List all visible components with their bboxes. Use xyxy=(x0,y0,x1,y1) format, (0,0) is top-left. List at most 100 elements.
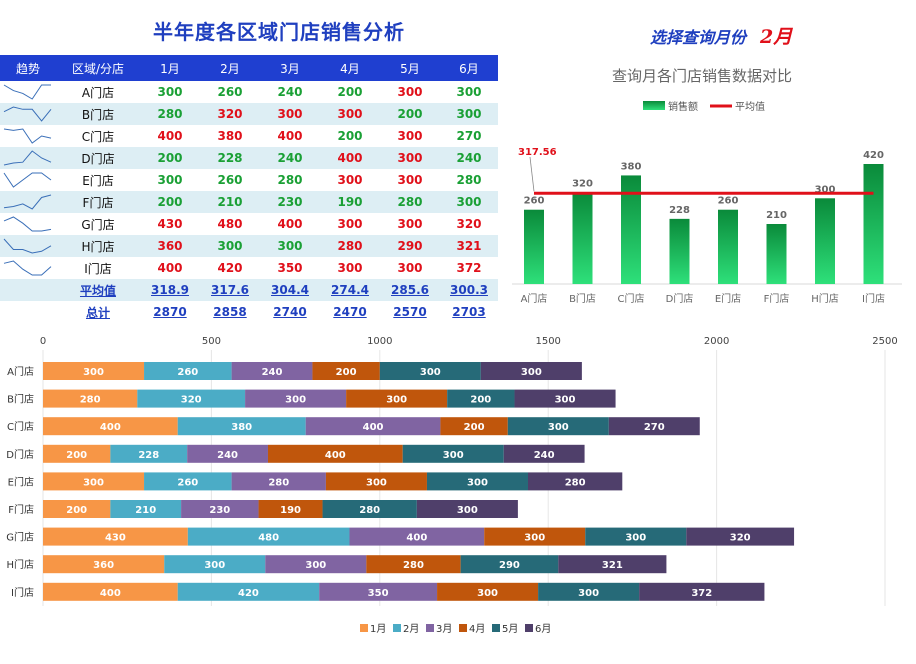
legend-swatch xyxy=(360,624,368,632)
total-row-value[interactable]: 2703 xyxy=(452,305,486,319)
data-label: 290 xyxy=(499,560,520,571)
store-name: G门店 xyxy=(81,217,115,232)
legend-label: 6月 xyxy=(535,623,551,635)
data-label: 270 xyxy=(644,422,665,433)
category-label: F门店 xyxy=(8,503,34,516)
sales-cell: 228 xyxy=(200,147,260,169)
avg-row-label[interactable]: 平均值 xyxy=(56,279,140,301)
stack-segment xyxy=(181,500,259,518)
sales-cell: 280 xyxy=(320,235,380,257)
total-row-value[interactable]: 2870 xyxy=(153,305,187,319)
data-label: 372 xyxy=(691,588,712,599)
sales-cell: 300 xyxy=(440,103,498,125)
sales-cell: 400 xyxy=(157,261,183,275)
avg-row-value[interactable]: 317.6 xyxy=(200,279,260,301)
avg-row-value[interactable]: 318.9 xyxy=(140,279,200,301)
total-row-value[interactable]: 2470 xyxy=(333,305,367,319)
sales-cell: 430 xyxy=(157,217,183,231)
stack-segment xyxy=(507,417,609,436)
data-label: 200 xyxy=(66,505,87,516)
trend-sparkline xyxy=(3,216,52,232)
legend-label: 销售额 xyxy=(668,100,698,113)
stack-segment xyxy=(110,500,182,518)
stack-segment xyxy=(608,417,700,436)
average-label: 317.56 xyxy=(518,147,557,158)
sparkline-cell xyxy=(0,213,56,235)
stack-segment xyxy=(346,389,448,408)
month-selector-label: 选择查询月份 xyxy=(650,28,747,47)
stack-segment xyxy=(137,389,246,408)
bar xyxy=(669,218,690,284)
data-label: 260 xyxy=(718,196,739,207)
data-label: 300 xyxy=(204,560,225,571)
legend-swatch xyxy=(459,624,467,632)
avg-row-value[interactable]: 304.4 xyxy=(260,279,320,301)
sales-cell: 200 xyxy=(140,191,200,213)
stack-segment xyxy=(231,362,313,380)
tick-label: B门店 xyxy=(569,292,596,305)
month-selector[interactable]: 选择查询月份 2月 xyxy=(650,22,792,49)
data-label: 300 xyxy=(578,588,599,599)
data-label: 420 xyxy=(863,150,884,161)
sparkline-cell xyxy=(0,103,56,125)
category-label: C门店 xyxy=(7,420,34,433)
stack-segment xyxy=(305,417,441,436)
sales-cell: 270 xyxy=(456,129,482,143)
data-label: 300 xyxy=(477,588,498,599)
sales-cell: 240 xyxy=(440,147,498,169)
stack-segment xyxy=(43,444,111,463)
stack-segment xyxy=(231,472,326,491)
trend-sparkline xyxy=(3,150,52,166)
bar xyxy=(718,209,738,284)
sales-cell: 280 xyxy=(277,173,303,187)
column-header: 5月 xyxy=(380,55,440,81)
store-name: B门店 xyxy=(56,103,140,125)
avg-row-value[interactable]: 300.3 xyxy=(440,279,498,301)
data-label: 300 xyxy=(285,395,306,406)
legend-label: 5月 xyxy=(502,623,518,635)
data-label: 430 xyxy=(105,533,126,544)
legend-label: 3月 xyxy=(436,623,452,635)
total-row-label[interactable]: 总计 xyxy=(85,305,110,320)
sales-cell: 200 xyxy=(337,129,363,143)
table-row: B门店 280 320 300 300 200 300 xyxy=(0,103,498,125)
table-header-row: 趋势 区域/分店 1月 2月 3月 4月 5月 6月 xyxy=(0,55,498,81)
trend-sparkline xyxy=(3,260,52,276)
total-row-value[interactable]: 2570 xyxy=(393,305,427,319)
selected-month[interactable]: 2月 xyxy=(760,26,793,48)
stack-segment xyxy=(187,444,268,463)
data-label: 380 xyxy=(231,422,252,433)
data-label: 300 xyxy=(815,184,836,195)
stack-segment xyxy=(639,582,765,601)
stack-segment xyxy=(187,527,350,546)
category-label: I门店 xyxy=(11,586,34,599)
sales-cell: 200 xyxy=(380,103,440,125)
total-row-value[interactable]: 2740 xyxy=(273,305,307,319)
store-name: F门店 xyxy=(56,191,140,213)
total-row-value[interactable]: 2858 xyxy=(213,305,247,319)
category-label: H门店 xyxy=(6,558,34,571)
sales-cell: 280 xyxy=(140,103,200,125)
tick-label: F门店 xyxy=(764,292,790,305)
sales-cell: 400 xyxy=(320,147,380,169)
sales-cell: 321 xyxy=(440,235,498,257)
bar xyxy=(621,175,641,284)
table-row: I门店 400 420 350 300 300 372 xyxy=(0,257,498,279)
sales-cell: 350 xyxy=(277,261,303,275)
sparkline-cell xyxy=(0,169,56,191)
table-row: G门店 430 480 400 300 300 320 xyxy=(0,213,498,235)
sales-cell: 190 xyxy=(320,191,380,213)
avg-row-value[interactable]: 274.4 xyxy=(320,279,380,301)
stack-segment xyxy=(447,389,515,408)
data-label: 280 xyxy=(359,505,380,516)
sparkline-cell xyxy=(0,147,56,169)
stack-segment xyxy=(43,417,178,436)
column-header: 趋势 xyxy=(0,55,56,81)
store-name: D门店 xyxy=(56,147,140,169)
legend-swatch xyxy=(525,624,533,632)
tick-label: 0 xyxy=(40,336,46,347)
avg-row-value[interactable]: 285.6 xyxy=(380,279,440,301)
tick-label: 500 xyxy=(202,336,221,347)
data-label: 280 xyxy=(403,560,424,571)
